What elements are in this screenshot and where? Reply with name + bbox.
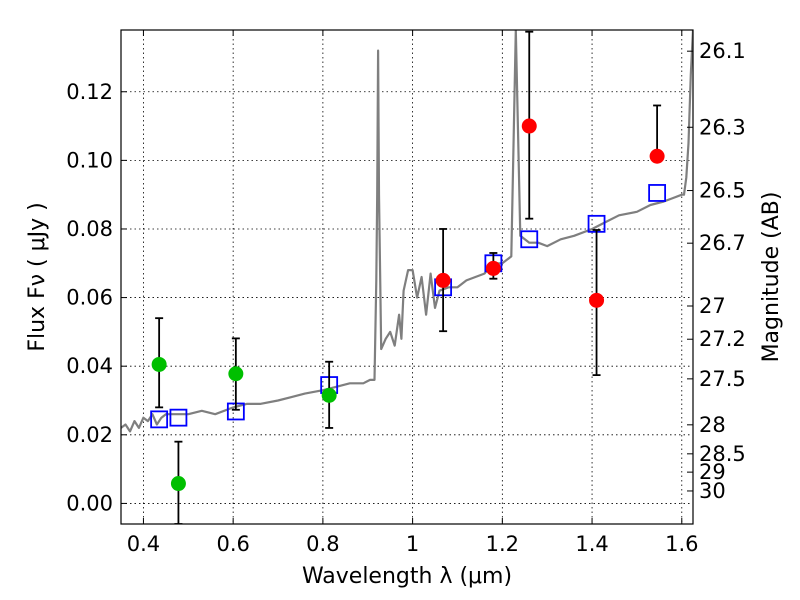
x-tick-label: 1.6 <box>665 532 698 556</box>
points-layer <box>150 30 667 524</box>
optical-observation-point <box>170 476 186 492</box>
y-tick-label: 0.10 <box>66 148 113 172</box>
grid <box>121 30 693 524</box>
x-axis-label: Wavelength λ (μm) <box>302 564 512 589</box>
y-tick-label: 0.04 <box>66 354 113 378</box>
y-tick-label: 0.08 <box>66 217 113 241</box>
x-tick-label: 1.4 <box>575 532 608 556</box>
y-tick-label: 0.00 <box>66 491 113 515</box>
spectrum-line <box>121 30 693 433</box>
right-tick-label: 27.2 <box>699 327 746 351</box>
nir-observation-point <box>521 118 537 134</box>
y-axis-label: Flux Fν ( μJy ) <box>25 202 50 351</box>
right-tick-label: 27.5 <box>699 367 746 391</box>
plot-frame <box>120 29 694 525</box>
x-tick-label: 1 <box>406 532 419 556</box>
model-square-marker <box>169 408 188 427</box>
y-tick-label: 0.12 <box>66 80 113 104</box>
y-tick-label: 0.06 <box>66 286 113 310</box>
right-axis-label: Magnitude (AB) <box>759 192 784 363</box>
axes: 0.4 0.6 0.8 1 1.2 1.4 1.6 0.00 0.02 0.04 0.06 0.08 0… <box>66 30 746 556</box>
right-tick-label: 27 <box>699 294 726 318</box>
nir-observation-point <box>589 292 605 308</box>
right-tick-label: 26.1 <box>699 39 746 63</box>
x-tick-label: 0.6 <box>216 532 249 556</box>
nir-observation-point <box>435 272 451 288</box>
right-tick-label: 28 <box>699 413 726 437</box>
spectrum-layer <box>121 30 693 433</box>
model-square-marker <box>150 410 169 429</box>
optical-observation-point <box>151 356 167 372</box>
right-tick-label: 26.7 <box>699 231 746 255</box>
optical-observation-point <box>228 366 244 382</box>
right-tick-label: 30 <box>699 479 726 503</box>
x-tick-label: 0.8 <box>306 532 339 556</box>
x-tick-label: 1.2 <box>486 532 519 556</box>
x-tick-label: 0.4 <box>127 532 160 556</box>
y-tick-label: 0.02 <box>66 423 113 447</box>
right-tick-label: 26.3 <box>699 115 746 139</box>
right-tick-label: 29 <box>699 460 726 484</box>
right-tick-label: 26.5 <box>699 179 746 203</box>
nir-observation-point <box>485 260 501 276</box>
optical-observation-point <box>321 387 337 403</box>
right-tick-label: 28.5 <box>699 442 746 466</box>
model-square-marker <box>648 184 667 202</box>
model-square-marker <box>520 230 539 249</box>
nir-observation-point <box>649 148 665 164</box>
